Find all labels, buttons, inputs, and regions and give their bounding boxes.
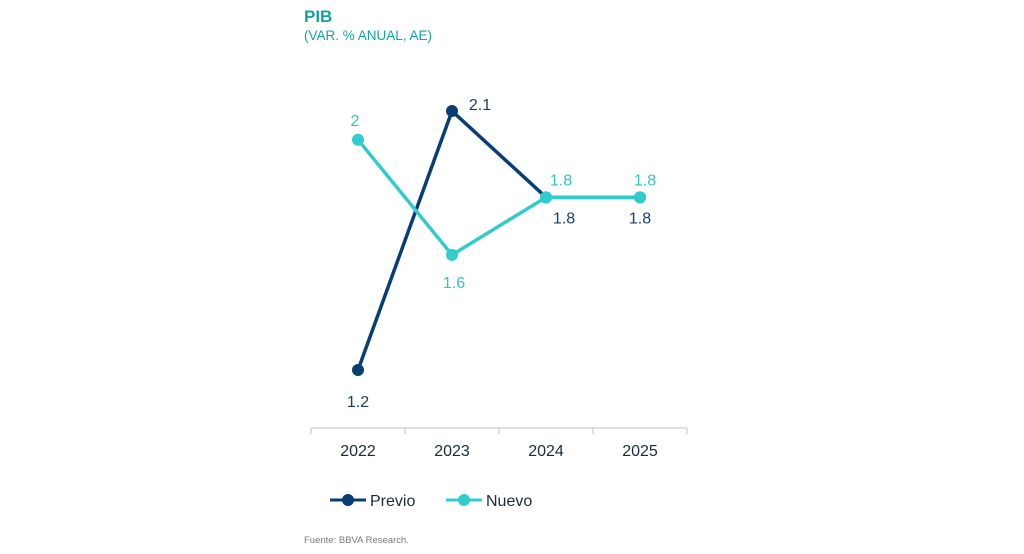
series-line-nuevo [356,138,640,257]
series-line-previo [356,109,640,371]
x-tick-label-2025: 2025 [622,443,658,460]
chart-title: PIB [304,7,333,26]
chart-subtitle: (VAR. % ANUAL, AE) [304,28,433,43]
data-point-previo-2023 [446,105,458,117]
data-label-previo-2025: 1.8 [629,210,651,227]
data-label-nuevo-2024: 1.8 [550,172,572,189]
x-tick-label-2022: 2022 [340,443,376,460]
data-point-nuevo-2024 [540,191,552,204]
data-label-previo-2023: 2.1 [469,97,491,114]
data-label-previo-2024: 1.8 [553,210,575,227]
data-point-nuevo-2022 [352,133,364,146]
data-point-previo-2022 [352,364,364,376]
legend-label-nuevo: Nuevo [486,493,532,510]
data-label-nuevo-2025: 1.8 [634,172,656,189]
legend-label-previo: Previo [370,493,415,510]
data-label-nuevo-2022: 2 [351,113,360,130]
x-tick-label-2024: 2024 [528,443,564,460]
data-point-nuevo-2023 [446,248,458,261]
data-point-nuevo-2025 [634,191,646,204]
legend-marker-nuevo [458,494,470,506]
legend-marker-previo [342,494,354,506]
data-label-nuevo-2023: 1.6 [443,275,465,292]
data-label-previo-2022: 1.2 [347,394,369,411]
source-note: Fuente: BBVA Research. [304,535,409,546]
x-tick-label-2023: 2023 [434,443,470,460]
